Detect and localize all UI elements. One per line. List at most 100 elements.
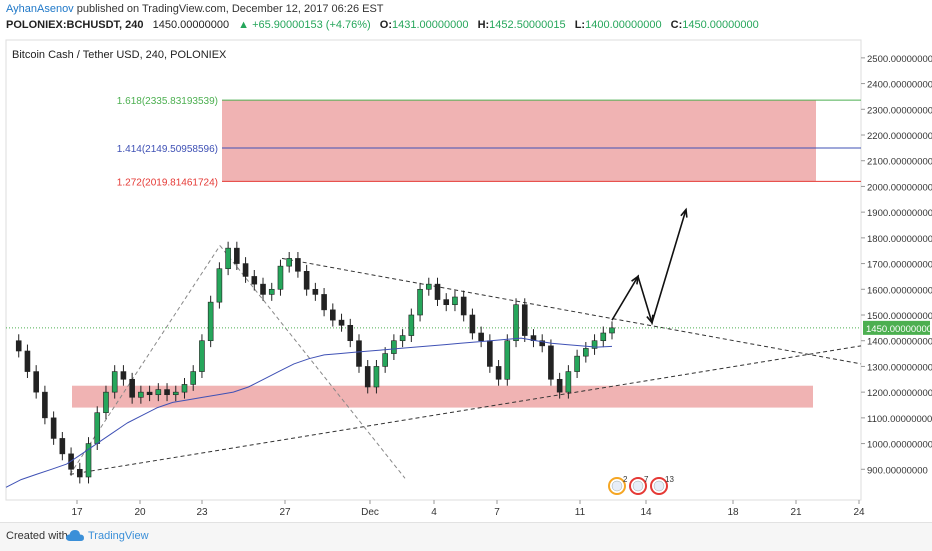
candle-body-24 (216, 268, 223, 303)
chart-title: Bitcoin Cash / Tether USD, 240, POLONIEX (12, 49, 227, 61)
candle-body-39 (347, 324, 354, 342)
x-tick-label: 20 (134, 507, 146, 518)
zone-1 (72, 385, 813, 408)
y-tick-label: 1800.00000000 (867, 234, 932, 245)
y-tick-label: 1900.00000000 (867, 208, 932, 219)
y-tick-label: 2200.00000000 (867, 131, 932, 142)
candle-body-14 (129, 378, 135, 398)
projection-path (611, 209, 687, 326)
candle-body-12 (111, 371, 118, 393)
candle-body-58 (513, 304, 519, 342)
price-chart[interactable]: Bitcoin Cash / Tether USD, 240, POLONIEX… (0, 38, 932, 518)
candle-body-16 (146, 391, 153, 396)
event-badge-count: 13 (665, 475, 674, 484)
candle-body-67 (591, 340, 598, 349)
candle-body-51 (452, 296, 458, 306)
footer-bar: Created with TradingView (0, 522, 932, 551)
candle-body-9 (85, 443, 92, 478)
arrowhead-down (646, 314, 654, 325)
close-value: 1450.00000000 (682, 19, 759, 31)
candle-body-66 (583, 348, 589, 357)
candle-body-23 (207, 301, 214, 342)
candle-body-42 (373, 366, 380, 388)
candle-body-40 (356, 340, 362, 367)
candle-body-59 (521, 304, 528, 336)
candle-body-11 (103, 391, 109, 414)
chart-header: AyhanAsenov published on TradingView.com… (0, 0, 932, 36)
ohlc-legend: POLONIEX:BCHUSDT, 240 1450.00000000 ▲ +6… (6, 19, 765, 31)
candle-body-21 (190, 371, 197, 385)
candle-body-46 (408, 314, 415, 336)
x-tick-label: 11 (575, 507, 586, 518)
author-link[interactable]: AyhanAsenov (6, 3, 74, 15)
candle-body-49 (434, 283, 441, 300)
x-tick-label: 27 (279, 507, 291, 518)
moving-average-line (5, 337, 613, 488)
candle-body-32 (286, 258, 292, 267)
candle-body-13 (120, 371, 127, 380)
candle-body-57 (504, 340, 511, 380)
candle-body-5 (50, 417, 57, 439)
flag-icon (653, 480, 665, 492)
y-tick-label: 1000.00000000 (867, 440, 932, 451)
candle-body-47 (417, 288, 423, 316)
y-tick-label: 1700.00000000 (867, 260, 932, 271)
candle-body-33 (295, 258, 301, 272)
y-tick-label: 2400.00000000 (867, 80, 932, 91)
x-tick-label: 18 (727, 507, 739, 518)
candle-body-22 (199, 340, 205, 372)
x-tick-label: 14 (640, 507, 652, 518)
candle-body-3 (33, 371, 39, 393)
candle-body-8 (76, 468, 83, 478)
chart-area[interactable]: Bitcoin Cash / Tether USD, 240, POLONIEX… (0, 38, 932, 518)
symbol-label: POLONIEX:BCHUSDT, 240 (6, 19, 144, 31)
open-value: 1431.00000000 (392, 19, 469, 31)
candle-body-69 (609, 327, 615, 334)
candle-body-54 (478, 332, 484, 342)
x-tick-label: 23 (196, 507, 208, 518)
fib-label-0: 1.618(2335.83193539) (117, 96, 218, 107)
y-tick-label: 1300.00000000 (867, 362, 932, 373)
candle-body-38 (338, 319, 345, 326)
price-change: ▲ +65.90000153 (+4.76%) (238, 19, 371, 31)
candle-body-29 (260, 283, 266, 295)
x-tick-label: 7 (494, 507, 500, 518)
candle-body-52 (460, 296, 467, 316)
publish-info: AyhanAsenov published on TradingView.com… (6, 3, 384, 15)
x-tick-label: Dec (361, 507, 379, 518)
candle-body-56 (495, 366, 502, 380)
fib-label-2: 1.272(2019.81461724) (117, 177, 218, 188)
candle-body-37 (330, 309, 336, 321)
y-tick-label: 2300.00000000 (867, 105, 932, 116)
candle-body-4 (42, 391, 48, 419)
candle-body-10 (94, 412, 101, 444)
high-label: H: (477, 19, 490, 31)
candle-body-53 (469, 314, 476, 334)
tradingview-brand[interactable]: TradingView (88, 530, 149, 542)
publish-text: published on TradingView.com, December 1… (76, 3, 384, 15)
support-trendline (69, 345, 862, 475)
candle-body-1 (15, 340, 22, 352)
candle-body-30 (268, 288, 275, 295)
y-tick-label: 1100.00000000 (867, 414, 932, 425)
high-value: 1452.50000015 (489, 19, 566, 31)
x-tick-label: 24 (853, 507, 865, 518)
flag-icon (611, 480, 623, 492)
candle-body-62 (548, 345, 554, 380)
candle-body-35 (312, 288, 319, 295)
candle-body-68 (600, 332, 607, 342)
resistance-trendline (281, 257, 862, 365)
event-badge-count: 2 (623, 475, 628, 484)
candle-body-61 (539, 340, 546, 347)
fib-label-1: 1.414(2149.50958596) (117, 144, 218, 155)
current-price-tag (863, 320, 930, 335)
candle-body-19 (172, 391, 179, 396)
candle-body-55 (487, 340, 493, 367)
candle-body-36 (321, 294, 327, 311)
arrowhead-up-2 (680, 207, 688, 218)
candle-body-65 (574, 355, 580, 372)
candle-body-63 (556, 378, 563, 393)
candle-body-50 (443, 299, 450, 306)
candle-body-27 (242, 263, 249, 277)
x-tick-label: 17 (71, 507, 83, 518)
